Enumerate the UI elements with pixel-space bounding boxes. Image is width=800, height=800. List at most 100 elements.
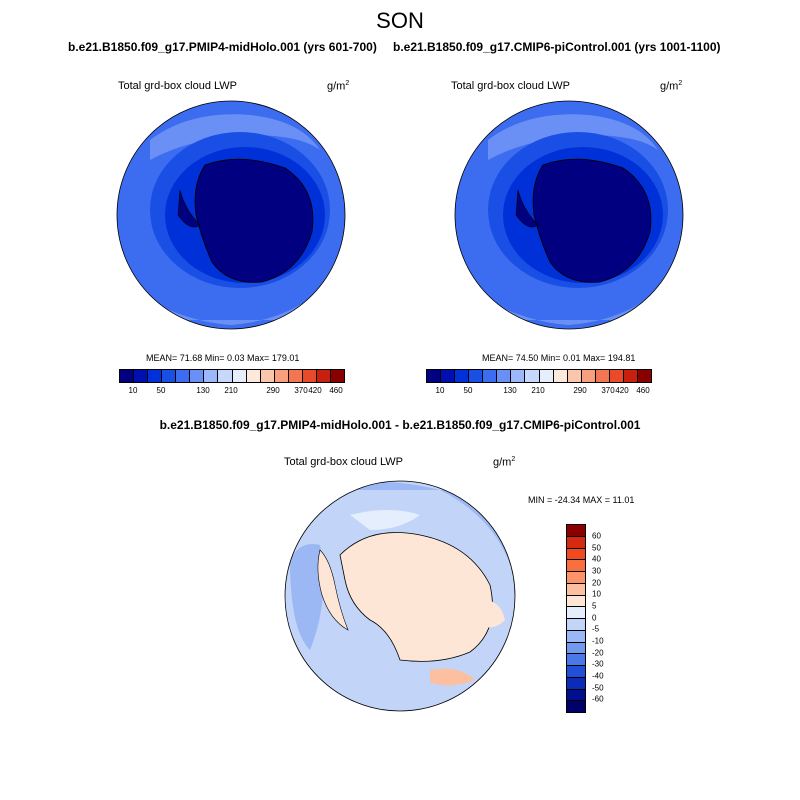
diff-colorbar-tick: 20 xyxy=(592,578,601,588)
diff-colorbar-tick: 5 xyxy=(592,601,597,611)
panel1-colorbar-tick: 460 xyxy=(329,386,343,395)
diff-title: b.e21.B1850.f09_g17.PMIP4-midHolo.001 - … xyxy=(159,418,641,432)
colorbar-swatch xyxy=(148,370,163,382)
colorbar-swatch xyxy=(567,642,585,655)
colorbar-swatch xyxy=(190,370,205,382)
diff-colorbar-tick: -40 xyxy=(592,671,604,681)
colorbar-swatch xyxy=(134,370,149,382)
diff-colorbar-tick: -60 xyxy=(592,694,604,704)
diff-units: g/m2 xyxy=(493,456,516,469)
panel1-polar-map xyxy=(117,101,345,329)
panel2-colorbar-tick: 460 xyxy=(636,386,650,395)
panel1-antarctica-outline xyxy=(194,158,314,283)
panel2-colorbar-tick: 370 xyxy=(601,386,615,395)
panel2-polar-map xyxy=(455,101,683,329)
panel1-colorbar-tick: 10 xyxy=(128,386,138,395)
diff-colorbar-tick: 60 xyxy=(592,531,601,541)
colorbar-swatch xyxy=(232,370,247,382)
panel2-variable-label: Total grd-box cloud LWP xyxy=(451,80,571,92)
colorbar-swatch xyxy=(274,370,289,382)
diff-colorbar-tick: 50 xyxy=(592,543,601,553)
colorbar-swatch xyxy=(469,370,484,382)
colorbar-swatch xyxy=(204,370,219,382)
panel2-stats: MEAN= 74.50 Min= 0.01 Max= 194.81 xyxy=(482,353,636,363)
colorbar-swatch xyxy=(567,689,585,702)
colorbar-swatch xyxy=(567,619,585,631)
diff-colorbar-tick: -5 xyxy=(592,624,600,634)
colorbar-swatch xyxy=(567,525,585,537)
colorbar-swatch xyxy=(567,370,582,382)
panel2-antarctica-outline xyxy=(532,158,652,283)
colorbar-swatch xyxy=(218,370,233,382)
diff-colorbar-tick: 10 xyxy=(592,589,601,599)
colorbar-swatch xyxy=(455,370,470,382)
panel1-variable-label: Total grd-box cloud LWP xyxy=(118,80,238,92)
diff-colorbar-tick: 0 xyxy=(592,613,597,623)
colorbar-swatch xyxy=(553,370,568,382)
season-title: SON xyxy=(376,8,424,33)
diff-variable-label: Total grd-box cloud LWP xyxy=(284,456,404,468)
panel2-colorbar-tick: 50 xyxy=(463,386,473,395)
colorbar-swatch xyxy=(595,370,610,382)
colorbar-swatch xyxy=(567,677,585,690)
panel1-colorbar-tick: 370 xyxy=(294,386,308,395)
diff-colorbar-tick: -20 xyxy=(592,648,604,658)
colorbar-swatch xyxy=(441,370,456,382)
colorbar-swatch xyxy=(246,370,261,382)
diff-antarctica-outline xyxy=(339,532,493,662)
colorbar-swatch xyxy=(511,370,526,382)
panel1-colorbar-tick: 290 xyxy=(266,386,280,395)
colorbar-swatch xyxy=(497,370,512,382)
colorbar-swatch xyxy=(567,583,585,596)
colorbar-swatch xyxy=(567,654,585,666)
panel1-units: g/m2 xyxy=(327,80,350,93)
panel2-colorbar-tick: 420 xyxy=(615,386,629,395)
diff-colorbar-tick: -30 xyxy=(592,659,604,669)
colorbar-swatch xyxy=(302,370,317,382)
panel1-colorbar xyxy=(119,369,345,383)
diff-colorbar-tick: 40 xyxy=(592,554,601,564)
colorbar-swatch xyxy=(609,370,624,382)
diff-polar-map xyxy=(285,481,515,711)
colorbar-swatch xyxy=(567,548,585,561)
colorbar-swatch xyxy=(316,370,331,382)
colorbar-swatch xyxy=(637,370,651,382)
colorbar-swatch xyxy=(162,370,177,382)
diff-colorbar-tick: -10 xyxy=(592,636,604,646)
diff-stats: MIN = -24.34 MAX = 11.01 xyxy=(528,495,635,505)
panel1-case-title: b.e21.B1850.f09_g17.PMIP4-midHolo.001 (y… xyxy=(68,40,377,54)
colorbar-swatch xyxy=(120,370,135,382)
colorbar-swatch xyxy=(288,370,303,382)
panel1-colorbar-tick: 50 xyxy=(156,386,166,395)
colorbar-swatch xyxy=(567,607,585,619)
panel1-colorbar-tick: 130 xyxy=(196,386,210,395)
panel2-colorbar-tick: 10 xyxy=(435,386,445,395)
colorbar-swatch xyxy=(567,666,585,678)
colorbar-swatch xyxy=(567,572,585,584)
colorbar-swatch xyxy=(427,370,442,382)
panel2-case-title: b.e21.B1850.f09_g17.CMIP6-piControl.001 … xyxy=(393,40,721,54)
panel1-colorbar-tick: 210 xyxy=(224,386,238,395)
panel2-units: g/m2 xyxy=(660,80,683,93)
diff-colorbar xyxy=(566,524,586,713)
panel2-colorbar-tick: 210 xyxy=(531,386,545,395)
colorbar-swatch xyxy=(567,701,585,712)
colorbar-swatch xyxy=(483,370,498,382)
colorbar-swatch xyxy=(567,536,585,549)
panel2-colorbar-tick: 130 xyxy=(503,386,517,395)
colorbar-swatch xyxy=(567,560,585,572)
panel1-stats: MEAN= 71.68 Min= 0.03 Max= 179.01 xyxy=(146,353,300,363)
colorbar-swatch xyxy=(623,370,638,382)
diff-colorbar-tick: -50 xyxy=(592,683,604,693)
panel2-colorbar-tick: 290 xyxy=(573,386,587,395)
colorbar-swatch xyxy=(330,370,344,382)
colorbar-swatch xyxy=(567,630,585,643)
panel1-colorbar-tick: 420 xyxy=(308,386,322,395)
panel2-colorbar xyxy=(426,369,652,383)
colorbar-swatch xyxy=(581,370,596,382)
colorbar-swatch xyxy=(539,370,554,382)
colorbar-swatch xyxy=(525,370,540,382)
colorbar-swatch xyxy=(567,595,585,608)
diff-colorbar-tick: 30 xyxy=(592,566,601,576)
